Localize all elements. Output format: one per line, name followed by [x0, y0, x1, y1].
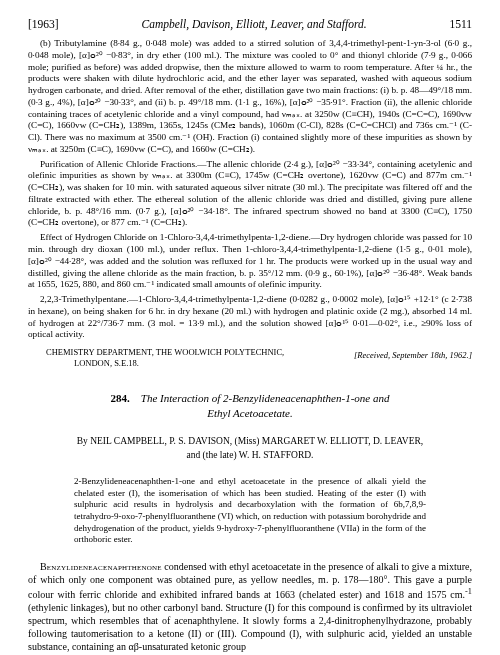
article-number: 284. — [111, 392, 130, 404]
byline-line1: By NEIL CAMPBELL, P. S. DAVISON, (Miss) … — [28, 435, 472, 448]
runhead-pageno: 1511 — [449, 18, 472, 30]
body-rest: condensed with ethyl acetoacetate in the… — [28, 561, 472, 652]
runhead-year: [1963] — [28, 18, 59, 30]
runhead-authors: Campbell, Davison, Elliott, Leaver, and … — [142, 18, 367, 30]
article-title-line1: The Interaction of 2-Benzylideneacenapht… — [141, 392, 390, 404]
para-b: (b) Tributylamine (8·84 g., 0·048 mole) … — [28, 38, 472, 156]
byline-line2: and (the late) W. H. STAFFORD. — [28, 449, 472, 462]
para-trimethylpentane: 2,2,3-Trimethylpentane.—1-Chloro-3,4,4-t… — [28, 294, 472, 341]
byline: By NEIL CAMPBELL, P. S. DAVISON, (Miss) … — [28, 435, 472, 462]
article-title-line2: Ethyl Acetoacetate. — [28, 406, 472, 421]
abstract: 2-Benzylideneacenaphthen-1-one and ethyl… — [74, 476, 426, 546]
body-para: Benzylideneacenaphthenone condensed with… — [28, 560, 472, 654]
para-effect-hcl: Effect of Hydrogen Chloride on 1-Chloro-… — [28, 232, 472, 291]
page-container: [1963] Campbell, Davison, Elliott, Leave… — [0, 0, 500, 655]
article-heading: 284. The Interaction of 2-Benzylideneace… — [28, 392, 472, 404]
body-leadword: Benzylideneacenaphthenone — [40, 561, 162, 572]
para-purification: Purification of Allenic Chloride Fractio… — [28, 159, 472, 230]
running-head: [1963] Campbell, Davison, Elliott, Leave… — [28, 18, 472, 30]
